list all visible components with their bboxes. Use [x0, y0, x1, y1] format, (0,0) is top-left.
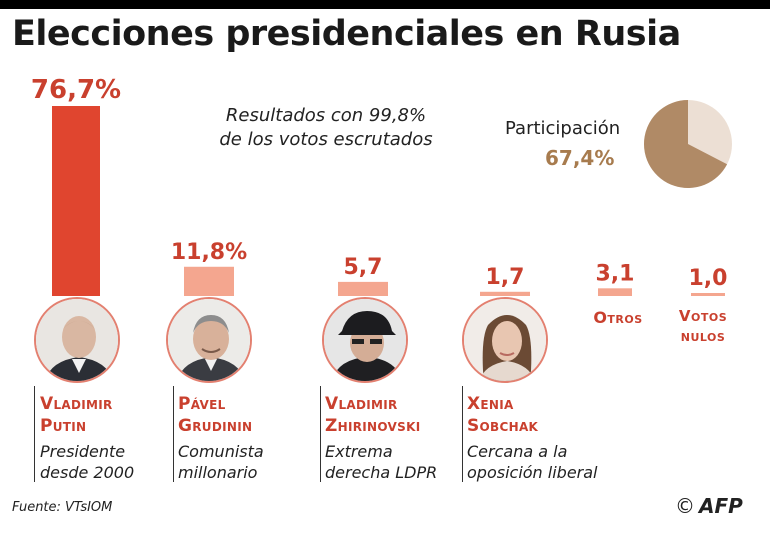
- bar-grudinin: [184, 266, 234, 296]
- subtitle-line-1: Resultados con 99,8%: [225, 105, 427, 126]
- candidate-last-name: Sobchak: [467, 416, 539, 436]
- portrait-icon: [36, 299, 118, 381]
- candidate-desc-line-1: Extrema: [325, 442, 393, 461]
- participation-value: 67,4%: [545, 146, 615, 170]
- top-bar: [0, 0, 770, 9]
- candidate-label-sobchak: Xenia Sobchak Cercana a la oposición lib…: [467, 393, 627, 483]
- candidate-first-name: Vladimir: [40, 394, 113, 414]
- null-votes-line-1: Votos: [678, 307, 728, 325]
- candidate-label-putin: Vladimir Putin Presidente desde 2000: [40, 393, 190, 483]
- portrait-icon: [168, 299, 250, 381]
- participation-pie-slice: [644, 100, 728, 188]
- candidate-first-name: Xenia: [467, 394, 514, 414]
- candidate-last-name: Zhirinovski: [325, 416, 421, 436]
- candidate-desc-line-2: oposición liberal: [467, 463, 598, 482]
- divider-line: [173, 386, 174, 482]
- bar-value-label-nulos: 1,0: [689, 266, 728, 291]
- candidate-photo-sobchak: [462, 297, 548, 383]
- subtitle-line-2: de los votos escrutados: [219, 129, 433, 150]
- bar-value-label-sobchak: 1,7: [486, 265, 525, 290]
- bar-putin: [52, 106, 100, 296]
- candidate-label-zhirinovski: Vladimir Zhirinovski Extrema derecha LDP…: [325, 393, 475, 483]
- candidate-first-name: Vladimir: [325, 394, 398, 414]
- candidate-photo-putin: [34, 297, 120, 383]
- candidate-desc-line-2: millonario: [178, 463, 258, 482]
- candidate-photo-zhirinovski: [322, 297, 408, 383]
- candidate-desc-line-2: derecha LDPR: [325, 463, 438, 482]
- bar-nulos: [691, 293, 725, 296]
- null-votes-label: Votos nulos: [668, 306, 738, 346]
- divider-line: [320, 386, 321, 482]
- candidate-desc-line-2: desde 2000: [40, 463, 135, 482]
- source-note: Fuente: VTsIOM: [12, 500, 113, 515]
- divider-line: [34, 386, 35, 482]
- candidate-photo-grudinin: [166, 297, 252, 383]
- portrait-icon: [324, 299, 406, 381]
- chart-title: Elecciones presidenciales en Rusia: [12, 14, 681, 54]
- candidate-desc-line-1: Cercana a la: [467, 442, 568, 461]
- bar-value-label-otros: 3,1: [596, 261, 635, 286]
- null-votes-line-2: nulos: [680, 327, 726, 345]
- candidate-desc-line-1: Presidente: [40, 442, 126, 461]
- participation-label: Participación: [505, 118, 621, 139]
- bar-value-label-putin: 76,7%: [31, 75, 121, 105]
- afp-logo-text: AFP: [699, 494, 743, 518]
- bar-value-label-grudinin: 11,8%: [171, 240, 247, 265]
- portrait-icon: [464, 299, 546, 381]
- chart-subtitle: Resultados con 99,8% de los votos escrut…: [196, 104, 456, 152]
- candidate-last-name: Putin: [40, 416, 87, 436]
- divider-line: [462, 386, 463, 482]
- participation-pie: [644, 100, 732, 188]
- candidate-last-name: Grudinin: [178, 416, 253, 436]
- candidate-label-grudinin: Pável Grudinin Comunista millonario: [178, 393, 328, 483]
- candidate-desc-line-1: Comunista: [178, 442, 264, 461]
- agency-credit: © AFP: [675, 494, 743, 518]
- copyright-symbol: ©: [675, 494, 695, 518]
- candidate-first-name: Pável: [178, 394, 226, 414]
- others-label: Otros: [593, 308, 643, 327]
- bar-otros: [598, 288, 632, 296]
- bar-zhirinovski: [338, 281, 388, 296]
- bar-value-label-zhirinovski: 5,7: [344, 255, 383, 280]
- bar-sobchak: [480, 291, 530, 296]
